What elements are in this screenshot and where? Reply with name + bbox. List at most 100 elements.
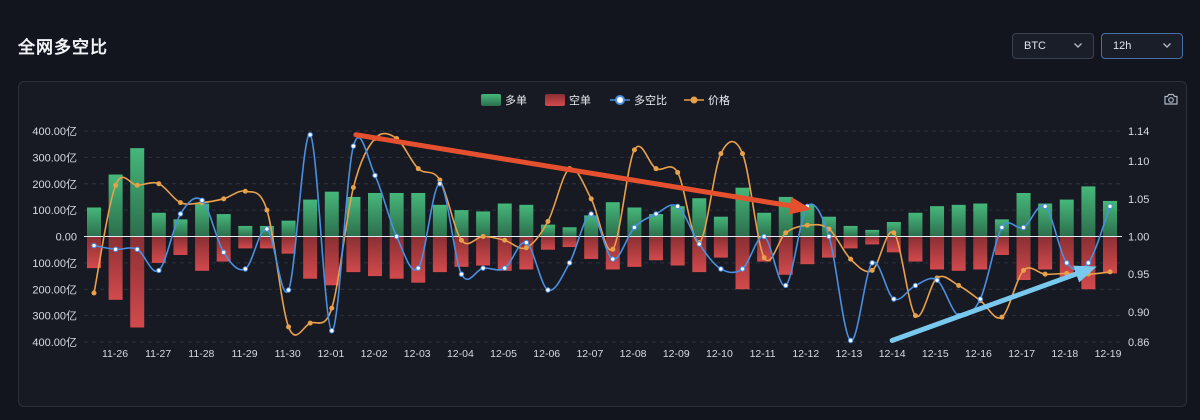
long-bar (562, 227, 577, 237)
ratio-point (285, 287, 292, 293)
long-bar (908, 212, 923, 237)
price-point (848, 256, 854, 262)
price-point (804, 222, 810, 228)
price-point (912, 313, 918, 319)
long-bar (951, 204, 966, 237)
price-point (999, 314, 1005, 320)
ratio-point (912, 282, 919, 289)
y-left-tick-label: 100.00亿 (32, 257, 77, 270)
long-bar (930, 206, 945, 237)
ratio-point (934, 277, 940, 283)
short-bar (994, 236, 1009, 255)
price-point (502, 237, 508, 243)
ratio-point (177, 211, 184, 217)
price-point (264, 207, 270, 213)
price-point (610, 246, 616, 252)
red-arrow-annotation (353, 132, 812, 215)
ratio-point (437, 181, 443, 187)
price-point (956, 282, 962, 288)
short-bar (151, 236, 166, 263)
ratio-point (1064, 260, 1070, 266)
short-bar (130, 236, 145, 328)
short-bar (108, 236, 123, 300)
price-point (156, 181, 162, 187)
long-bar (281, 220, 296, 237)
short-bar (195, 236, 210, 271)
blue-arrow-annotation (889, 265, 1097, 343)
long-bar (519, 204, 534, 237)
legend-long-swatch (481, 94, 501, 106)
price-point (480, 234, 486, 239)
long-bar (389, 192, 404, 237)
short-bar (562, 236, 577, 248)
short-bar (281, 236, 296, 254)
chart-panel (18, 81, 1187, 407)
y-left-tick-label: 100.00亿 (32, 204, 77, 217)
ratio-point (999, 224, 1005, 231)
long-bar (497, 203, 512, 237)
ratio-point (653, 211, 659, 217)
ratio-point (372, 172, 378, 179)
ratio-point (804, 203, 811, 210)
y-left-tick-label: 200.00亿 (32, 283, 77, 296)
price-point (761, 255, 767, 261)
ratio-point (134, 246, 140, 253)
price-point (783, 230, 789, 236)
short-bar (821, 236, 836, 258)
legend-price-dot (690, 96, 698, 104)
ratio-point (826, 233, 832, 240)
price-point (113, 182, 119, 188)
price-point (1107, 269, 1113, 275)
short-bar (476, 236, 491, 266)
interval-select-value: 12h (1113, 40, 1132, 52)
ratio-point (329, 327, 335, 334)
short-bar (1103, 236, 1117, 274)
symbol-select[interactable]: BTC (1012, 33, 1094, 59)
short-bar (713, 236, 728, 258)
ratio-point (847, 337, 854, 344)
long-bar (865, 229, 880, 237)
price-point (221, 196, 227, 202)
short-bar (800, 236, 815, 265)
ratio-point (199, 197, 205, 204)
short-bar (584, 236, 599, 259)
ratio-point (631, 224, 638, 231)
short-bar (605, 236, 620, 270)
long-bar (151, 212, 166, 237)
camera-icon[interactable] (1164, 93, 1178, 105)
ratio-point (891, 296, 897, 302)
x-tick-label: 11-29 (231, 348, 257, 360)
interval-select[interactable]: 12h (1101, 33, 1183, 59)
y-right-tick-label: 1.10 (1128, 156, 1149, 168)
short-bar (865, 236, 880, 245)
ratio-point (221, 249, 227, 256)
y-right-tick-label: 0.90 (1128, 307, 1149, 319)
ratio-point (566, 260, 573, 266)
price-point (329, 305, 335, 311)
x-tick-label: 12-06 (533, 348, 560, 360)
price-point (1021, 267, 1027, 273)
price-point (869, 267, 875, 273)
x-tick-label: 11-30 (275, 348, 301, 360)
long-bar (216, 214, 231, 237)
long-bar (1016, 192, 1031, 237)
ratio-point (1107, 203, 1113, 210)
x-tick-label: 12-04 (447, 348, 474, 360)
short-bar (692, 236, 707, 273)
legend-label: 价格 (708, 93, 730, 107)
short-bar (1016, 236, 1031, 281)
ratio-point (739, 266, 746, 272)
long-bar (454, 210, 469, 237)
short-bar (908, 236, 923, 262)
x-tick-label: 12-07 (576, 348, 603, 360)
page-title: 全网多空比 (18, 38, 108, 57)
price-point (134, 182, 140, 188)
x-tick-label: 12-12 (792, 348, 819, 360)
ratio-point (610, 256, 616, 262)
price-point (350, 185, 356, 191)
long-bar (238, 225, 253, 237)
ratio-point (480, 265, 486, 271)
price-point (1042, 271, 1048, 277)
short-bar (843, 236, 858, 249)
x-tick-label: 11-26 (102, 348, 128, 360)
